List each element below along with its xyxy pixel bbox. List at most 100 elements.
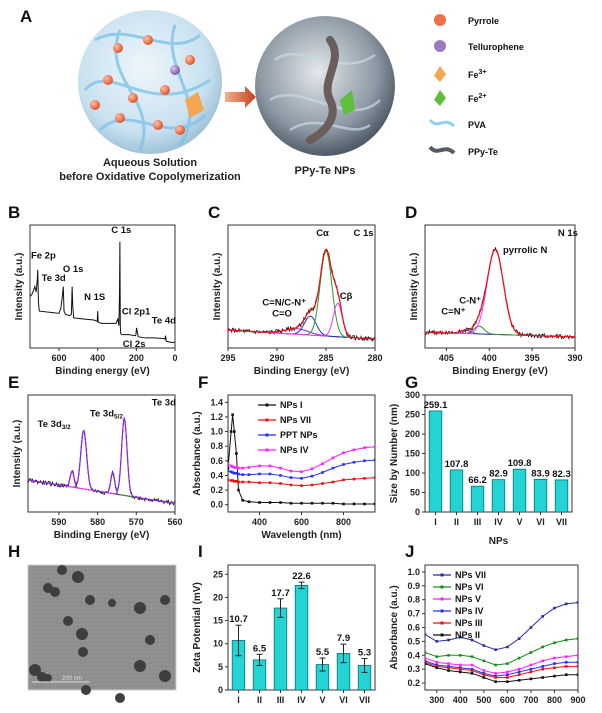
data-point bbox=[363, 459, 366, 463]
data-point bbox=[233, 471, 236, 475]
x-tick-label: 800 bbox=[336, 517, 351, 527]
data-point bbox=[506, 680, 509, 683]
data-point bbox=[231, 465, 234, 468]
x-tick-label: 200 bbox=[129, 353, 144, 363]
data-point bbox=[541, 676, 544, 679]
data-point bbox=[300, 484, 303, 487]
x-axis-label-e: Binding Energy (eV) bbox=[54, 530, 150, 541]
legend-label: NPs V bbox=[455, 594, 481, 604]
panel-label-c: C bbox=[208, 203, 220, 222]
chart-e: 590 580 570 560 Binding Energy (eV) Intensity… bbox=[12, 394, 183, 541]
panel-label-h: H bbox=[8, 542, 20, 561]
data-point bbox=[470, 669, 474, 672]
peak-annotation: C 1s bbox=[111, 225, 131, 236]
data-point bbox=[363, 446, 366, 449]
y-axis-label-c: Intensity (a.u.) bbox=[212, 253, 223, 321]
schematic-legend-label: Fe3+ bbox=[468, 69, 487, 80]
data-point bbox=[447, 665, 450, 668]
data-point bbox=[553, 666, 556, 670]
data-point bbox=[237, 466, 240, 470]
bar-value-label: 83.9 bbox=[531, 468, 550, 479]
y-tick-label: 0.2 bbox=[407, 678, 420, 688]
data-point bbox=[482, 644, 486, 647]
data-point bbox=[373, 476, 375, 479]
peak-annotation: C=N⁺ bbox=[441, 306, 465, 317]
y-tick-label: 0.6 bbox=[210, 456, 223, 466]
purple-sphere-icon bbox=[434, 40, 446, 52]
x-tick-label: I bbox=[237, 695, 240, 705]
data-point bbox=[576, 601, 578, 604]
data-point bbox=[229, 430, 233, 433]
peak-annotation: O 1s bbox=[63, 264, 84, 275]
y-tick-label: 50 bbox=[410, 488, 420, 498]
bar-III bbox=[470, 485, 485, 512]
data-point bbox=[258, 464, 261, 468]
plot-frame-b bbox=[29, 224, 176, 349]
data-point bbox=[447, 662, 450, 665]
peak-annotation: Fe 2p bbox=[31, 251, 56, 262]
plot-area-g bbox=[428, 410, 569, 512]
data-point bbox=[494, 672, 497, 675]
nanoparticle bbox=[159, 670, 171, 682]
data-point bbox=[241, 499, 244, 502]
x-tick-label: 400 bbox=[482, 353, 497, 363]
x-axis-label-g: NPs bbox=[489, 536, 509, 547]
y-tick-label: 0.2 bbox=[210, 485, 223, 495]
data-point bbox=[247, 480, 251, 484]
data-point bbox=[482, 659, 486, 663]
data-point bbox=[517, 656, 521, 660]
data-point bbox=[517, 673, 521, 677]
data-point bbox=[517, 670, 521, 674]
data-point bbox=[506, 676, 509, 679]
data-point bbox=[233, 466, 236, 469]
nanoparticle bbox=[76, 628, 88, 640]
y-tick-label: 15 bbox=[213, 616, 223, 626]
peak-annotation: C-N⁺ bbox=[459, 295, 481, 306]
data-point bbox=[321, 462, 324, 466]
data-point bbox=[331, 480, 335, 484]
y-tick-label: 1.4 bbox=[210, 397, 223, 407]
nanoparticle bbox=[72, 571, 84, 583]
bar-value-label: 22.6 bbox=[292, 571, 311, 582]
data-point bbox=[321, 501, 324, 505]
panel-label-j: J bbox=[405, 542, 414, 561]
legend-label: NPs I bbox=[280, 400, 303, 410]
x-tick-label: V bbox=[516, 517, 522, 527]
data-point bbox=[342, 502, 345, 506]
schematic-legend: Pyrrole Tellurophene Fe3+ Fe2+ PVA PPy-Te bbox=[428, 14, 524, 157]
data-point bbox=[228, 466, 230, 470]
data-point bbox=[529, 667, 533, 671]
y-tick-label: 0 bbox=[415, 507, 420, 517]
peak-annotation: Te 4d bbox=[152, 315, 176, 326]
data-point bbox=[241, 480, 244, 484]
series-line-survey bbox=[30, 241, 175, 343]
data-point bbox=[494, 663, 497, 667]
x-tick-label: VII bbox=[556, 517, 567, 527]
schematic-panel: Aqueous Solution before Oxidative Copoly… bbox=[59, 10, 524, 183]
fit-component-line bbox=[28, 429, 175, 504]
data-point bbox=[331, 456, 335, 460]
x-axis-label-c: Binding Energy (eV) bbox=[254, 366, 350, 377]
data-point bbox=[494, 676, 497, 679]
data-point bbox=[459, 663, 462, 667]
y-axis-label-b: Intensity (a.u.) bbox=[14, 253, 25, 321]
data-point bbox=[506, 645, 509, 649]
data-point bbox=[373, 502, 375, 506]
y-tick-label: 0.7 bbox=[407, 609, 420, 619]
x-tick-label: 400 bbox=[252, 517, 267, 527]
legend-label: NPs VI bbox=[455, 582, 484, 592]
bar-value-label: 5.5 bbox=[316, 647, 330, 658]
data-point bbox=[235, 452, 238, 455]
y-tick-label: 0.4 bbox=[210, 470, 223, 480]
bar-value-label: 5.3 bbox=[358, 648, 371, 659]
y-tick-label: 5 bbox=[218, 662, 223, 672]
data-point bbox=[517, 637, 521, 640]
bar-value-label: 259.1 bbox=[424, 400, 448, 411]
legend-marker bbox=[265, 403, 269, 407]
data-point bbox=[279, 466, 282, 470]
data-point bbox=[425, 633, 427, 636]
x-axis-label-b: Binding energy (eV) bbox=[55, 366, 149, 377]
legend-marker bbox=[440, 621, 444, 625]
bar-III bbox=[273, 607, 288, 690]
x-tick-label: 500 bbox=[476, 695, 491, 705]
